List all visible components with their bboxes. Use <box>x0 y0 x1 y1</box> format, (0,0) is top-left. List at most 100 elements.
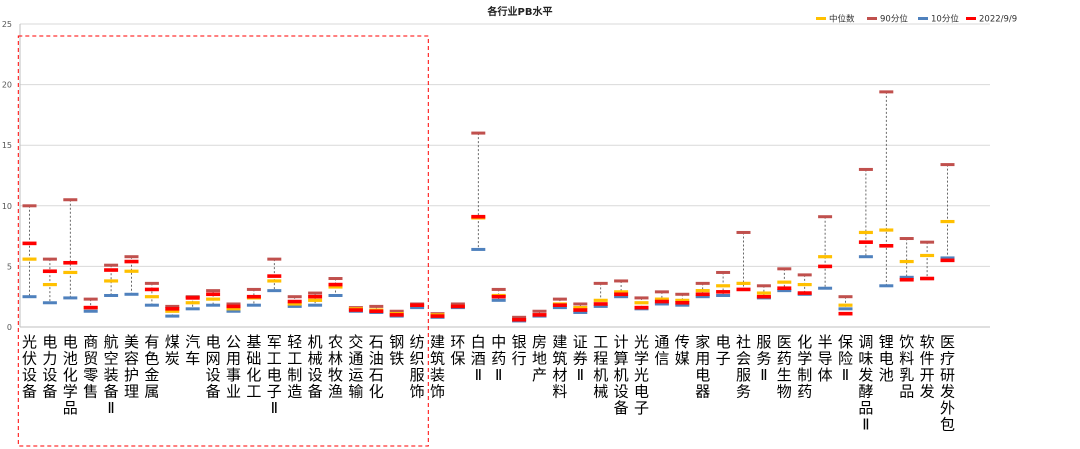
p90-marker <box>920 240 935 244</box>
category-label: 电池化学品 <box>63 333 78 417</box>
y-tick-label: 0 <box>7 323 12 332</box>
p10-marker <box>22 295 37 299</box>
median-marker <box>736 281 751 285</box>
p10-marker <box>410 306 425 310</box>
p90-marker <box>634 296 649 300</box>
p90-marker <box>593 281 608 285</box>
median-marker <box>654 297 669 301</box>
p10-marker <box>552 306 567 310</box>
current-marker <box>308 294 323 299</box>
p90-marker <box>818 215 833 219</box>
median-marker <box>226 307 241 311</box>
current-marker <box>471 214 486 219</box>
category-label: 机械设备 <box>308 333 323 401</box>
category-label: 保险 Ⅱ <box>838 333 853 384</box>
grid-lines <box>20 23 990 328</box>
p90-marker <box>695 281 710 285</box>
category-label: 计算机设备 <box>614 333 629 417</box>
current-marker <box>246 294 261 299</box>
current-marker <box>226 304 241 309</box>
category-label: 通信 <box>654 333 669 368</box>
median-marker <box>634 301 649 305</box>
p10-marker <box>185 307 200 311</box>
category-label: 传媒 <box>675 333 690 368</box>
p90-marker <box>532 309 547 313</box>
median-marker <box>716 284 731 288</box>
p10-marker <box>614 295 629 299</box>
median-marker <box>267 279 282 283</box>
current-marker <box>879 243 894 248</box>
category-label: 光学光电子 <box>634 333 649 417</box>
median-marker <box>797 282 812 287</box>
y-axis: 0 5 10 15 20 25 <box>2 20 21 332</box>
y-tick-label: 15 <box>2 141 12 150</box>
p10-marker <box>675 303 690 307</box>
category-label: 电子 <box>716 333 731 368</box>
p90-marker <box>552 297 567 301</box>
median-marker <box>920 253 935 258</box>
category-label: 钢铁 <box>389 333 404 368</box>
current-marker <box>552 303 567 307</box>
legend: 中位数 90分位 10分位 2022/9/9 <box>816 14 1017 25</box>
current-marker <box>777 286 792 291</box>
current-marker <box>450 304 465 309</box>
current-marker <box>83 305 98 310</box>
p90-marker <box>471 131 486 135</box>
category-label: 交通运输 <box>348 333 363 401</box>
current-marker <box>206 292 221 297</box>
p90-marker <box>614 279 629 283</box>
y-tick-label: 10 <box>2 202 12 211</box>
p10-marker <box>879 284 894 288</box>
current-marker <box>491 294 506 299</box>
p90-marker <box>83 297 98 301</box>
category-label: 建筑材料 <box>552 333 567 401</box>
p90-marker <box>308 291 323 295</box>
median-marker <box>185 301 200 305</box>
p10-marker <box>226 309 241 313</box>
category-label: 调味发酵品 Ⅱ <box>858 333 873 434</box>
p10-marker <box>777 289 792 293</box>
median-marker <box>777 280 792 284</box>
current-marker <box>675 300 690 305</box>
p90-marker <box>940 163 955 167</box>
p90-marker <box>63 198 78 202</box>
p90-marker <box>512 315 527 319</box>
p10-marker <box>267 289 282 293</box>
legend-label: 中位数 <box>829 14 855 25</box>
current-marker <box>22 241 37 246</box>
p10-marker <box>818 286 833 290</box>
p90-marker <box>654 290 669 294</box>
category-label: 家用电器 <box>695 333 710 401</box>
category-label: 中药 Ⅱ <box>491 333 506 384</box>
p90-marker <box>797 273 812 277</box>
chart-title: 各行业PB水平 <box>487 5 553 18</box>
p90-marker <box>899 237 914 241</box>
median-marker <box>22 257 37 261</box>
median-marker <box>165 309 180 313</box>
median-marker <box>879 228 894 232</box>
p10-marker <box>104 293 119 297</box>
median-marker <box>206 297 221 301</box>
p90-marker <box>838 295 853 299</box>
category-label: 饮料乳品 <box>899 333 914 401</box>
category-label: 软件开发 <box>920 333 935 401</box>
category-label: 化学制药 <box>797 333 812 401</box>
whisker-lines <box>29 91 948 321</box>
median-marker <box>573 306 588 310</box>
current-marker <box>654 299 669 304</box>
median-marker <box>818 255 833 259</box>
current-marker <box>573 308 588 312</box>
current-marker <box>410 303 425 307</box>
category-label: 建筑装饰 <box>430 333 445 401</box>
p10-marker <box>471 247 486 251</box>
p10-marker <box>940 256 955 260</box>
category-label: 煤炭 <box>165 333 180 368</box>
median-marker <box>756 291 771 295</box>
category-label: 医疗研发外包 <box>940 333 955 434</box>
median-marker <box>858 230 873 235</box>
category-label: 电力设备 <box>42 333 57 401</box>
category-label: 纺织服饰 <box>410 333 425 401</box>
current-marker <box>124 259 139 264</box>
category-label: 基础化工 <box>246 333 261 401</box>
